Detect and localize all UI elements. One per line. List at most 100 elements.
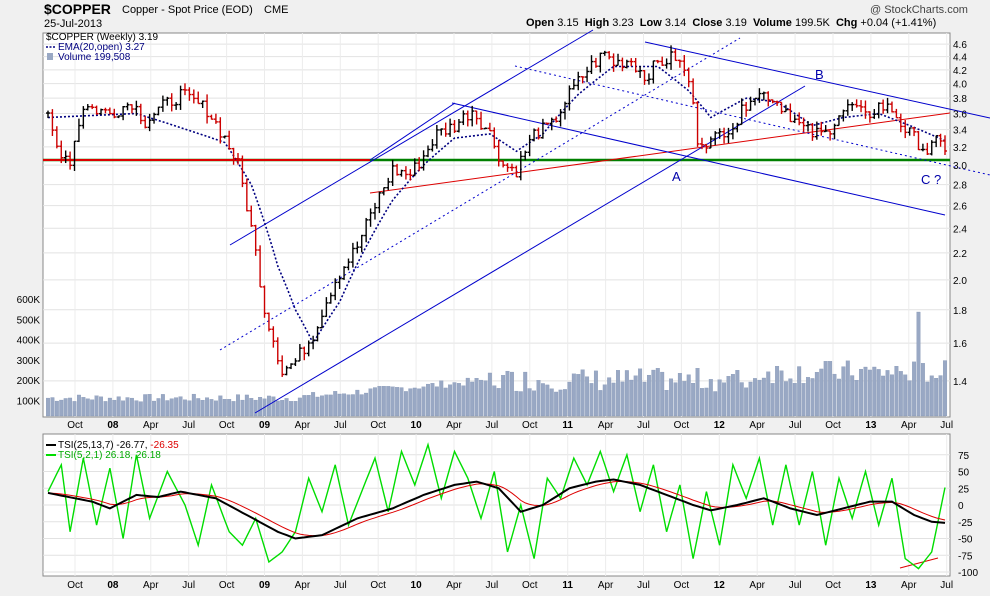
price-bar xyxy=(620,57,625,72)
price-bar xyxy=(50,109,55,136)
x-tick-label: Jul xyxy=(940,580,953,591)
price-bar xyxy=(770,99,775,104)
price-bar xyxy=(107,107,112,115)
price-bar xyxy=(651,60,656,84)
quote-open-value: 3.15 xyxy=(557,17,579,29)
price-bar xyxy=(452,120,457,134)
volume-bar xyxy=(700,388,704,417)
price-bar xyxy=(302,346,307,361)
volume-bar xyxy=(72,401,77,417)
price-bar xyxy=(523,150,528,161)
volume-bar xyxy=(107,397,112,417)
volume-bar xyxy=(576,374,581,417)
volume-bar xyxy=(916,311,921,417)
price-tick-label: 3.4 xyxy=(953,126,967,137)
volume-bar xyxy=(585,376,590,417)
price-bar xyxy=(912,126,917,137)
tsi-tick-label: 25 xyxy=(958,484,970,495)
volume-bar xyxy=(850,375,855,417)
price-bar xyxy=(841,109,846,122)
price-bar xyxy=(244,178,249,212)
volume-bar xyxy=(510,371,514,417)
volume-bar xyxy=(664,390,669,417)
x-tick-label: Apr xyxy=(598,420,614,431)
price-bar xyxy=(174,102,179,110)
volume-bar xyxy=(112,399,117,417)
volume-bar xyxy=(138,401,143,417)
price-bar xyxy=(801,117,806,133)
price-bar xyxy=(191,89,196,104)
price-bar xyxy=(399,169,404,177)
price-bar xyxy=(629,58,634,67)
volume-bar xyxy=(46,397,50,417)
price-bar xyxy=(881,99,886,114)
price-bar xyxy=(607,51,612,60)
volume-bar xyxy=(624,370,629,417)
price-bar xyxy=(85,104,90,111)
volume-bar xyxy=(297,397,302,417)
price-bar xyxy=(920,143,925,152)
volume-bar xyxy=(806,377,810,417)
x-tick-label: Jul xyxy=(940,420,953,431)
price-bar xyxy=(934,134,939,148)
price-tick-label: 4.2 xyxy=(953,66,967,77)
x-tick-label: 12 xyxy=(714,420,726,431)
volume-bar xyxy=(452,382,457,417)
volume-bar xyxy=(527,388,532,417)
price-tick-label: 2.0 xyxy=(953,276,967,287)
volume-bar xyxy=(90,399,95,417)
volume-bar xyxy=(934,378,939,417)
price-bar xyxy=(646,73,651,85)
tsi-tick-label: 75 xyxy=(958,451,970,462)
volume-bar xyxy=(187,400,192,417)
volume-bar xyxy=(876,369,881,417)
price-bar xyxy=(364,217,369,243)
volume-bar xyxy=(377,386,382,417)
volume-bar xyxy=(611,382,616,417)
volume-bar xyxy=(284,398,289,417)
volume-bar xyxy=(514,390,519,417)
price-bar xyxy=(94,105,99,115)
price-bar xyxy=(624,59,629,69)
x-tick-label: Jul xyxy=(789,580,802,591)
price-bar xyxy=(390,159,395,187)
price-bar xyxy=(448,118,453,137)
price-bar xyxy=(730,123,735,140)
volume-bar xyxy=(686,374,691,417)
x-tick-label: Oct xyxy=(370,580,386,591)
price-tick-label: 4.0 xyxy=(953,80,967,91)
volume-bar xyxy=(373,387,377,417)
volume-bar xyxy=(271,396,276,417)
x-tick-label: Apr xyxy=(295,580,311,591)
volume-bar xyxy=(395,387,400,417)
price-bar xyxy=(823,125,828,133)
x-tick-label: Oct xyxy=(825,580,841,591)
price-tick-label: 4.6 xyxy=(953,40,967,51)
x-tick-label: Apr xyxy=(901,420,917,431)
price-bar xyxy=(938,133,943,147)
legend-tsi-signal-value: -26.35 xyxy=(150,440,179,451)
price-bar xyxy=(443,122,448,137)
price-bar xyxy=(421,150,426,171)
volume-bar xyxy=(783,381,788,417)
price-bar xyxy=(218,117,223,144)
price-tick-label: 2.4 xyxy=(953,224,967,235)
price-bar xyxy=(677,59,682,68)
price-bar xyxy=(810,122,815,141)
price-bar xyxy=(850,102,855,111)
volume-bar xyxy=(872,366,877,417)
volume-tick-label: 400K xyxy=(17,336,41,347)
volume-bar xyxy=(558,389,563,417)
x-tick-label: Oct xyxy=(370,420,386,431)
volume-bar xyxy=(311,392,316,417)
price-bar xyxy=(178,85,183,110)
price-bar xyxy=(655,59,660,64)
volume-bar xyxy=(907,380,912,417)
volume-bar xyxy=(753,378,757,417)
price-bar xyxy=(898,113,903,133)
volume-bar xyxy=(94,395,99,417)
tsi-tick-label: -25 xyxy=(958,518,973,529)
volume-bar xyxy=(722,382,727,417)
price-bar xyxy=(121,105,126,121)
price-bar xyxy=(262,285,267,318)
